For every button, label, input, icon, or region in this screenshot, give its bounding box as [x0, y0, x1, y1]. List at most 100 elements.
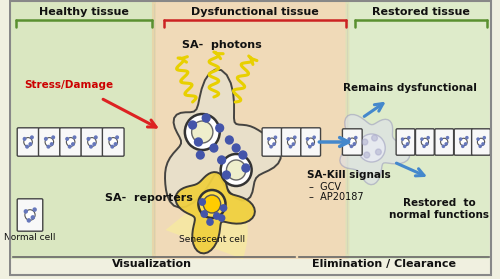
Circle shape: [312, 143, 314, 145]
Circle shape: [114, 143, 117, 145]
FancyBboxPatch shape: [342, 129, 362, 155]
Circle shape: [26, 145, 29, 148]
FancyBboxPatch shape: [396, 129, 415, 155]
Circle shape: [203, 195, 220, 213]
Circle shape: [24, 138, 32, 146]
Text: Normal cell: Normal cell: [4, 233, 56, 242]
Circle shape: [358, 134, 385, 162]
Circle shape: [239, 151, 247, 159]
Circle shape: [210, 144, 218, 152]
FancyBboxPatch shape: [454, 129, 473, 155]
Circle shape: [440, 138, 448, 146]
Circle shape: [287, 138, 290, 140]
Circle shape: [88, 138, 96, 146]
FancyBboxPatch shape: [81, 128, 103, 156]
Circle shape: [376, 149, 382, 155]
FancyBboxPatch shape: [435, 129, 454, 155]
Circle shape: [87, 138, 90, 140]
Circle shape: [198, 190, 226, 218]
Circle shape: [44, 138, 47, 140]
Circle shape: [483, 137, 486, 139]
Circle shape: [24, 138, 26, 140]
Circle shape: [423, 145, 425, 147]
Text: SA-  photons: SA- photons: [182, 40, 262, 50]
Circle shape: [66, 138, 75, 146]
Circle shape: [201, 211, 207, 217]
FancyBboxPatch shape: [17, 199, 43, 231]
Circle shape: [306, 138, 308, 140]
Text: Dysfunctional tissue: Dysfunctional tissue: [190, 7, 318, 17]
FancyBboxPatch shape: [346, 0, 490, 259]
Circle shape: [220, 205, 226, 211]
Circle shape: [290, 146, 292, 148]
FancyBboxPatch shape: [416, 129, 434, 155]
Circle shape: [218, 215, 224, 221]
Circle shape: [192, 121, 213, 143]
Circle shape: [446, 137, 448, 139]
Circle shape: [445, 143, 448, 145]
Circle shape: [408, 137, 410, 139]
Text: Restored tissue: Restored tissue: [372, 7, 470, 17]
Circle shape: [33, 208, 36, 211]
FancyBboxPatch shape: [282, 128, 301, 156]
Circle shape: [196, 151, 204, 159]
Circle shape: [460, 138, 462, 140]
Circle shape: [460, 138, 467, 146]
FancyBboxPatch shape: [8, 0, 156, 259]
Circle shape: [109, 138, 118, 146]
Circle shape: [30, 136, 33, 139]
Circle shape: [222, 171, 230, 179]
Circle shape: [354, 136, 357, 139]
Circle shape: [404, 145, 406, 147]
Circle shape: [307, 138, 314, 146]
Circle shape: [108, 138, 111, 140]
Circle shape: [50, 143, 53, 145]
Circle shape: [292, 143, 294, 145]
Circle shape: [111, 145, 114, 148]
Circle shape: [268, 138, 270, 140]
Circle shape: [194, 138, 202, 146]
Circle shape: [90, 145, 92, 148]
Circle shape: [218, 156, 226, 164]
Text: Senescent cell: Senescent cell: [179, 235, 245, 244]
Circle shape: [350, 145, 352, 148]
Circle shape: [364, 152, 370, 158]
Circle shape: [68, 145, 71, 148]
Circle shape: [308, 146, 311, 148]
Circle shape: [199, 199, 205, 205]
Circle shape: [214, 213, 220, 219]
Circle shape: [372, 135, 378, 141]
Circle shape: [25, 210, 35, 220]
Circle shape: [232, 144, 240, 152]
Circle shape: [270, 146, 272, 148]
Text: Healthy tissue: Healthy tissue: [40, 7, 129, 17]
Circle shape: [402, 138, 409, 146]
FancyBboxPatch shape: [102, 128, 124, 156]
Circle shape: [477, 138, 479, 140]
Text: Elimination / Clearance: Elimination / Clearance: [312, 259, 456, 269]
Circle shape: [442, 145, 444, 147]
Circle shape: [402, 138, 404, 140]
Circle shape: [273, 143, 275, 145]
Circle shape: [466, 137, 468, 139]
Circle shape: [313, 136, 316, 138]
Circle shape: [274, 136, 276, 138]
Circle shape: [47, 145, 50, 148]
Circle shape: [93, 143, 96, 145]
Circle shape: [462, 145, 464, 147]
Polygon shape: [176, 172, 255, 253]
Text: SA-  reporters: SA- reporters: [106, 193, 194, 203]
Circle shape: [348, 138, 356, 146]
Circle shape: [482, 143, 484, 145]
FancyBboxPatch shape: [17, 128, 39, 156]
Circle shape: [220, 154, 252, 186]
Circle shape: [353, 143, 356, 145]
Circle shape: [294, 136, 296, 138]
Polygon shape: [165, 69, 281, 208]
Circle shape: [464, 143, 466, 145]
Circle shape: [422, 138, 428, 146]
Text: Remains dysfunctional: Remains dysfunctional: [344, 83, 477, 93]
Circle shape: [32, 216, 34, 219]
Circle shape: [440, 138, 442, 140]
FancyBboxPatch shape: [262, 128, 282, 156]
